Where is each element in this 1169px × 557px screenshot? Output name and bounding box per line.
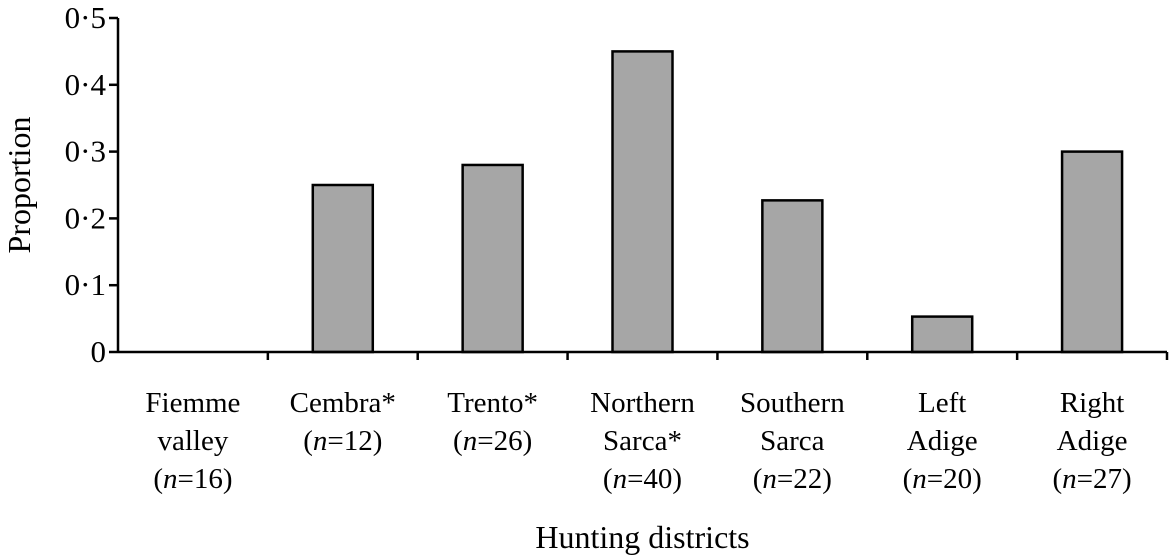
bars-group — [311, 50, 1124, 354]
bar — [611, 50, 674, 354]
x-category-label: (n=26) — [453, 425, 532, 457]
x-category-label: Fiemme — [145, 387, 240, 419]
axes-group — [116, 18, 1167, 354]
y-axis-title: Proportion — [1, 117, 37, 254]
x-category-label: Adige — [907, 425, 978, 457]
x-category-label: (n=27) — [1052, 463, 1131, 495]
y-tick-label: 0·4 — [65, 67, 107, 102]
x-category-label: Northern — [590, 387, 695, 419]
x-category-label: (n=22) — [753, 463, 832, 495]
bar — [461, 163, 524, 354]
x-category-label: Right — [1060, 387, 1124, 419]
y-tick-label: 0 — [91, 334, 107, 369]
x-category-label: Adige — [1057, 425, 1128, 457]
x-category-label: (n=20) — [903, 463, 982, 495]
bar — [1060, 150, 1124, 354]
x-category-labels: Fiemme valley (n=16) Cembra* (n=12) Trento* (n… — [145, 387, 1131, 495]
y-tick-label: 0·3 — [65, 134, 106, 169]
y-tick-label: 0·1 — [65, 267, 106, 302]
x-category-label: (n=16) — [153, 463, 232, 495]
x-axis-title: Hunting districts — [535, 519, 749, 555]
x-category-label: Trento* — [447, 387, 538, 419]
y-ticks-group: 0 0·1 0·2 0·3 0·4 0·5 — [65, 0, 118, 369]
bar — [311, 183, 375, 354]
x-category-label: Southern — [740, 387, 845, 419]
x-category-label: Sarca — [760, 425, 825, 457]
x-category-label: Cembra* — [290, 387, 396, 419]
x-category-label: Sarca* — [603, 425, 682, 457]
x-category-label: (n=12) — [303, 425, 382, 457]
y-tick-label: 0·5 — [65, 0, 106, 35]
x-category-label: valley — [157, 425, 228, 457]
bar — [910, 315, 974, 354]
x-category-label: (n=40) — [603, 463, 682, 495]
y-tick-label: 0·2 — [65, 200, 106, 235]
bar — [761, 199, 824, 354]
x-ticks-group — [266, 352, 1169, 360]
x-category-label: Left — [918, 387, 966, 419]
